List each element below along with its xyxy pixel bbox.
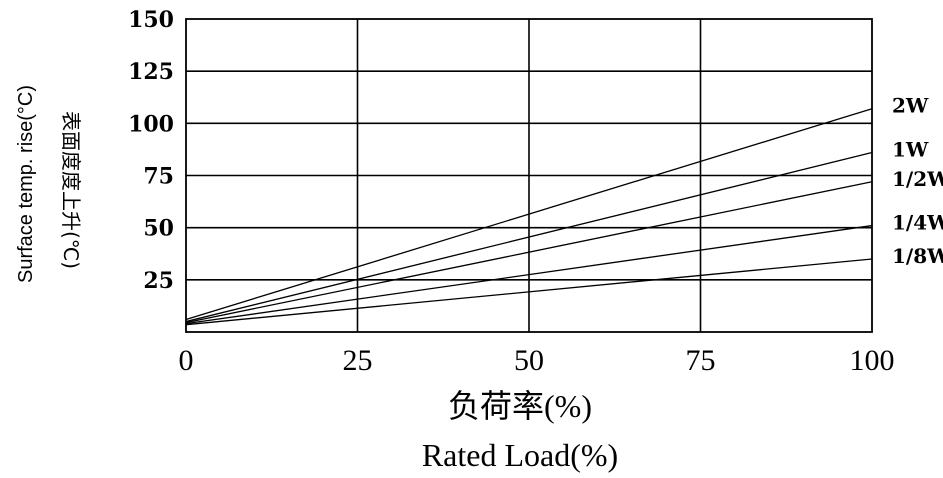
x-axis-title-cn: 负荷率(%) xyxy=(448,388,592,424)
series-labels: 2W 1W 1/2W 1/4W 1/8W xyxy=(892,94,943,268)
series-label-2: 1W xyxy=(892,138,929,162)
y-tick-label: 25 xyxy=(143,268,174,294)
series-line-5 xyxy=(185,258,873,326)
series-line-2 xyxy=(185,151,873,323)
y-tick-label: 125 xyxy=(128,59,174,85)
y-axis-ticks: 25 50 75 100 125 150 xyxy=(128,7,174,294)
series-line-1 xyxy=(185,108,873,321)
series-label-1: 2W xyxy=(892,94,929,118)
y-tick-label: 100 xyxy=(128,111,174,137)
y-axis-title-en: Surface temp. rise(°C) xyxy=(15,85,37,283)
x-tick-label: 0 xyxy=(179,344,194,377)
y-tick-label: 50 xyxy=(143,216,174,242)
y-axis-title-cn: 表面度度上升(℃) xyxy=(59,111,83,269)
x-axis-title-en: Rated Load(%) xyxy=(422,437,618,473)
series-label-3: 1/2W xyxy=(892,167,943,191)
y-tick-label: 150 xyxy=(128,7,174,33)
x-tick-label: 100 xyxy=(850,344,895,377)
grid xyxy=(186,19,872,332)
plot-frame xyxy=(185,18,873,333)
series-label-5: 1/8W xyxy=(892,244,943,268)
x-tick-label: 75 xyxy=(686,344,716,377)
series-lines xyxy=(185,108,873,326)
series-line-3 xyxy=(185,181,873,324)
x-axis-ticks: 0 25 50 75 100 xyxy=(179,344,895,377)
x-tick-label: 25 xyxy=(343,344,373,377)
series-label-4: 1/4W xyxy=(892,211,943,235)
x-tick-label: 50 xyxy=(514,344,544,377)
series-line-4 xyxy=(185,224,873,325)
y-tick-label: 75 xyxy=(143,164,174,190)
